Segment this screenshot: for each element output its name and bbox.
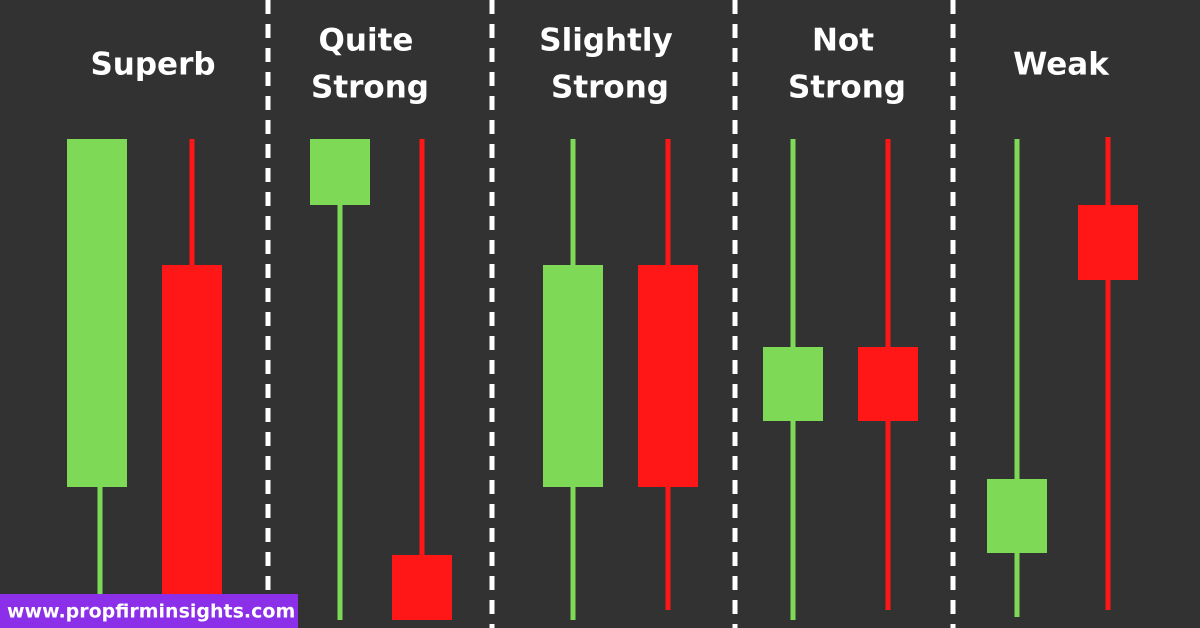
- bull-candle: [543, 265, 603, 487]
- section-title: Weak: [1013, 47, 1110, 83]
- candles-not-strong: [763, 139, 918, 620]
- url: www.propfirminsights.com: [7, 601, 295, 623]
- section-title: Strong: [551, 70, 669, 106]
- candles-slightly-strong: [543, 139, 698, 620]
- url-badge: [0, 594, 298, 628]
- section-title: Quite: [319, 23, 414, 59]
- candles-weak: [987, 137, 1138, 617]
- bear-candle: [638, 265, 698, 487]
- bull-candle: [310, 139, 370, 205]
- section-title: Superb: [90, 47, 215, 83]
- bull-candle: [67, 139, 127, 487]
- bear-candle: [1078, 205, 1138, 280]
- bull-candle: [763, 347, 823, 421]
- candles-quite-strong: [310, 139, 452, 620]
- section-title: Strong: [788, 70, 906, 106]
- section-title: Slightly: [539, 23, 673, 59]
- bear-candle: [858, 347, 918, 421]
- candles-superb: [67, 139, 222, 628]
- bull-candle: [987, 479, 1047, 553]
- separators: [265, 0, 956, 628]
- section-title: Strong: [311, 70, 429, 106]
- section-title: Not: [812, 23, 874, 59]
- bear-candle: [392, 555, 452, 620]
- bear-candle: [162, 265, 222, 628]
